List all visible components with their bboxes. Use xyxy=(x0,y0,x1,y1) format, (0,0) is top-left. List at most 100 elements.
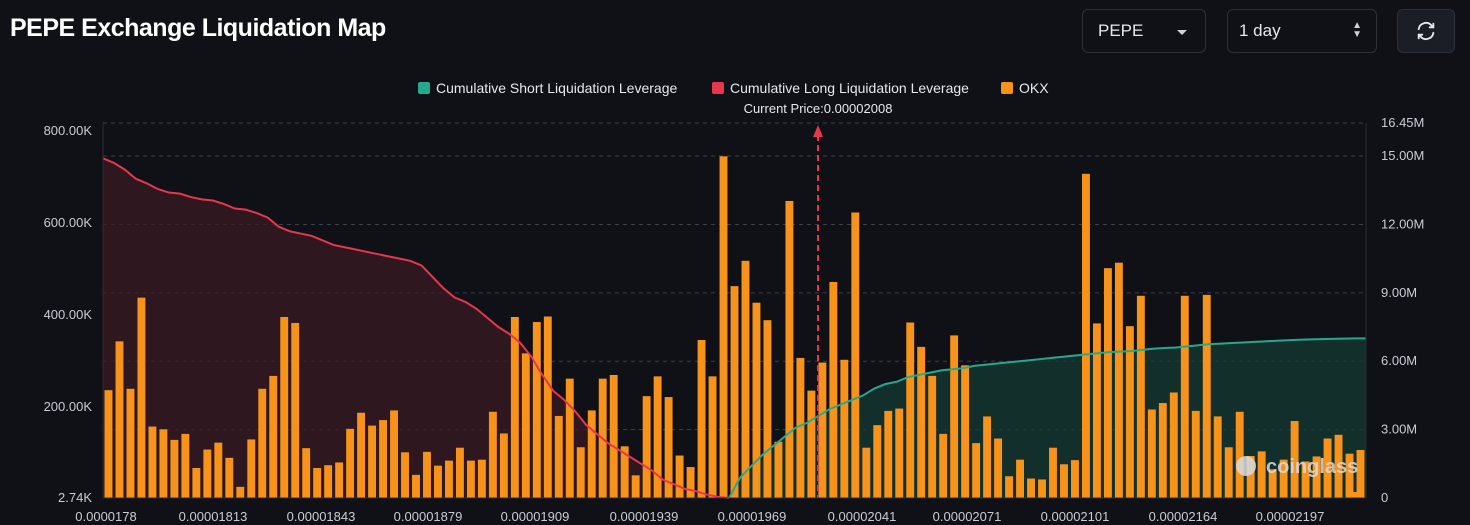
okx-bar xyxy=(423,451,431,498)
okx-bar xyxy=(1136,295,1145,498)
okx-bar xyxy=(1323,438,1332,498)
okx-bar xyxy=(214,442,223,498)
x-axis-tick-label: 0.00002101 xyxy=(1041,509,1110,524)
okx-bar xyxy=(236,486,245,498)
okx-bar xyxy=(466,460,475,498)
okx-bar xyxy=(192,467,201,498)
refresh-button[interactable] xyxy=(1397,9,1455,53)
okx-bar xyxy=(335,462,344,498)
x-axis-tick-label: 0.00001813 xyxy=(179,509,248,524)
okx-bar xyxy=(1125,326,1134,498)
okx-bar xyxy=(313,467,322,498)
okx-bar xyxy=(862,447,871,498)
okx-bar xyxy=(950,335,959,498)
refresh-icon xyxy=(1417,22,1435,40)
coin-select-value: PEPE xyxy=(1098,21,1144,40)
okx-bar xyxy=(444,460,453,498)
okx-bar xyxy=(664,397,673,498)
okx-bar xyxy=(1158,403,1167,498)
okx-bar xyxy=(719,156,728,498)
okx-bar xyxy=(1345,453,1354,498)
okx-bar xyxy=(884,410,893,498)
okx-bar xyxy=(1191,410,1200,498)
x-axis-tick-label: 0.00002041 xyxy=(828,509,897,524)
okx-bar xyxy=(1071,460,1079,498)
okx-bar xyxy=(247,439,256,498)
okx-bar xyxy=(1334,434,1343,498)
okx-bar xyxy=(1235,411,1244,498)
okx-bar xyxy=(1290,421,1299,498)
okx-bar xyxy=(1268,469,1277,498)
right-axis-tick-label: 9.00M xyxy=(1381,285,1417,300)
sort-arrows-icon: ▲ ▼ xyxy=(1352,20,1362,40)
okx-bar xyxy=(1092,323,1101,498)
okx-bar xyxy=(587,410,596,498)
okx-bar xyxy=(412,474,420,498)
okx-bar xyxy=(1169,392,1178,498)
okx-bar xyxy=(532,322,541,498)
okx-bar xyxy=(1027,478,1035,498)
okx-bar xyxy=(1257,451,1266,498)
okx-bar xyxy=(730,286,739,498)
legend-swatch xyxy=(418,82,430,94)
okx-bar xyxy=(148,426,157,498)
okx-bar xyxy=(203,449,212,498)
okx-bar xyxy=(741,260,750,498)
okx-bar xyxy=(510,316,519,498)
okx-bar xyxy=(763,320,772,498)
coinglass-logo-icon xyxy=(1236,456,1256,476)
x-axis-tick-label: 0.00002071 xyxy=(933,509,1002,524)
okx-bar xyxy=(708,376,717,498)
okx-bar xyxy=(543,316,552,498)
x-axis-tick-label: 0.00002197 xyxy=(1256,509,1325,524)
okx-bar xyxy=(1224,447,1233,498)
okx-bar xyxy=(1114,262,1123,498)
okx-bar xyxy=(1147,409,1156,498)
okx-bar xyxy=(280,316,289,498)
okx-bar xyxy=(554,415,563,498)
okx-bar xyxy=(686,467,695,498)
right-axis-tick-label: 16.45M xyxy=(1381,115,1424,130)
time-range-select[interactable]: 1 day ▲ ▼ xyxy=(1227,9,1377,53)
okx-bar xyxy=(752,302,761,498)
right-axis-tick-label: 15.00M xyxy=(1381,148,1424,163)
legend-swatch xyxy=(1001,82,1013,94)
right-axis-tick-label: 0 xyxy=(1381,490,1388,505)
okx-bar xyxy=(1312,456,1321,498)
chevron-down-icon xyxy=(1177,30,1187,35)
x-axis-tick-label: 0.0000178 xyxy=(75,509,136,524)
okx-bar xyxy=(895,408,904,498)
okx-bar xyxy=(521,353,530,498)
current-price-arrow xyxy=(813,125,823,137)
okx-bar xyxy=(1356,450,1365,498)
okx-bar xyxy=(807,390,816,498)
right-axis-tick-label: 6.00M xyxy=(1381,353,1417,368)
x-axis-tick-label: 0.00001939 xyxy=(610,509,679,524)
right-axis-tick-label: 12.00M xyxy=(1381,216,1424,231)
okx-bar xyxy=(269,375,278,498)
okx-bar xyxy=(170,439,179,498)
okx-bar xyxy=(1038,479,1046,498)
okx-bar xyxy=(972,443,981,498)
okx-bar xyxy=(1180,295,1189,498)
okx-bar xyxy=(620,446,629,498)
left-axis-tick-label: 600.00K xyxy=(44,215,93,230)
x-axis-tick-label: 0.00001969 xyxy=(718,509,787,524)
x-axis-tick-label: 0.00002164 xyxy=(1149,509,1218,524)
okx-bar xyxy=(455,447,464,498)
long-liquidation-line xyxy=(102,157,730,499)
okx-bar xyxy=(225,457,234,498)
okx-bar xyxy=(565,378,574,498)
okx-bar xyxy=(401,452,409,498)
okx-bar xyxy=(357,412,366,498)
coin-select[interactable]: PEPE xyxy=(1082,9,1206,53)
okx-bar xyxy=(1301,461,1310,498)
okx-bar xyxy=(1213,416,1222,498)
okx-bar xyxy=(994,438,1003,498)
okx-bar xyxy=(379,420,388,498)
okx-bar xyxy=(983,416,992,498)
okx-bar xyxy=(477,459,486,498)
legend-label: Cumulative Long Liquidation Leverage xyxy=(730,80,969,96)
legend-label: Cumulative Short Liquidation Leverage xyxy=(436,80,677,96)
